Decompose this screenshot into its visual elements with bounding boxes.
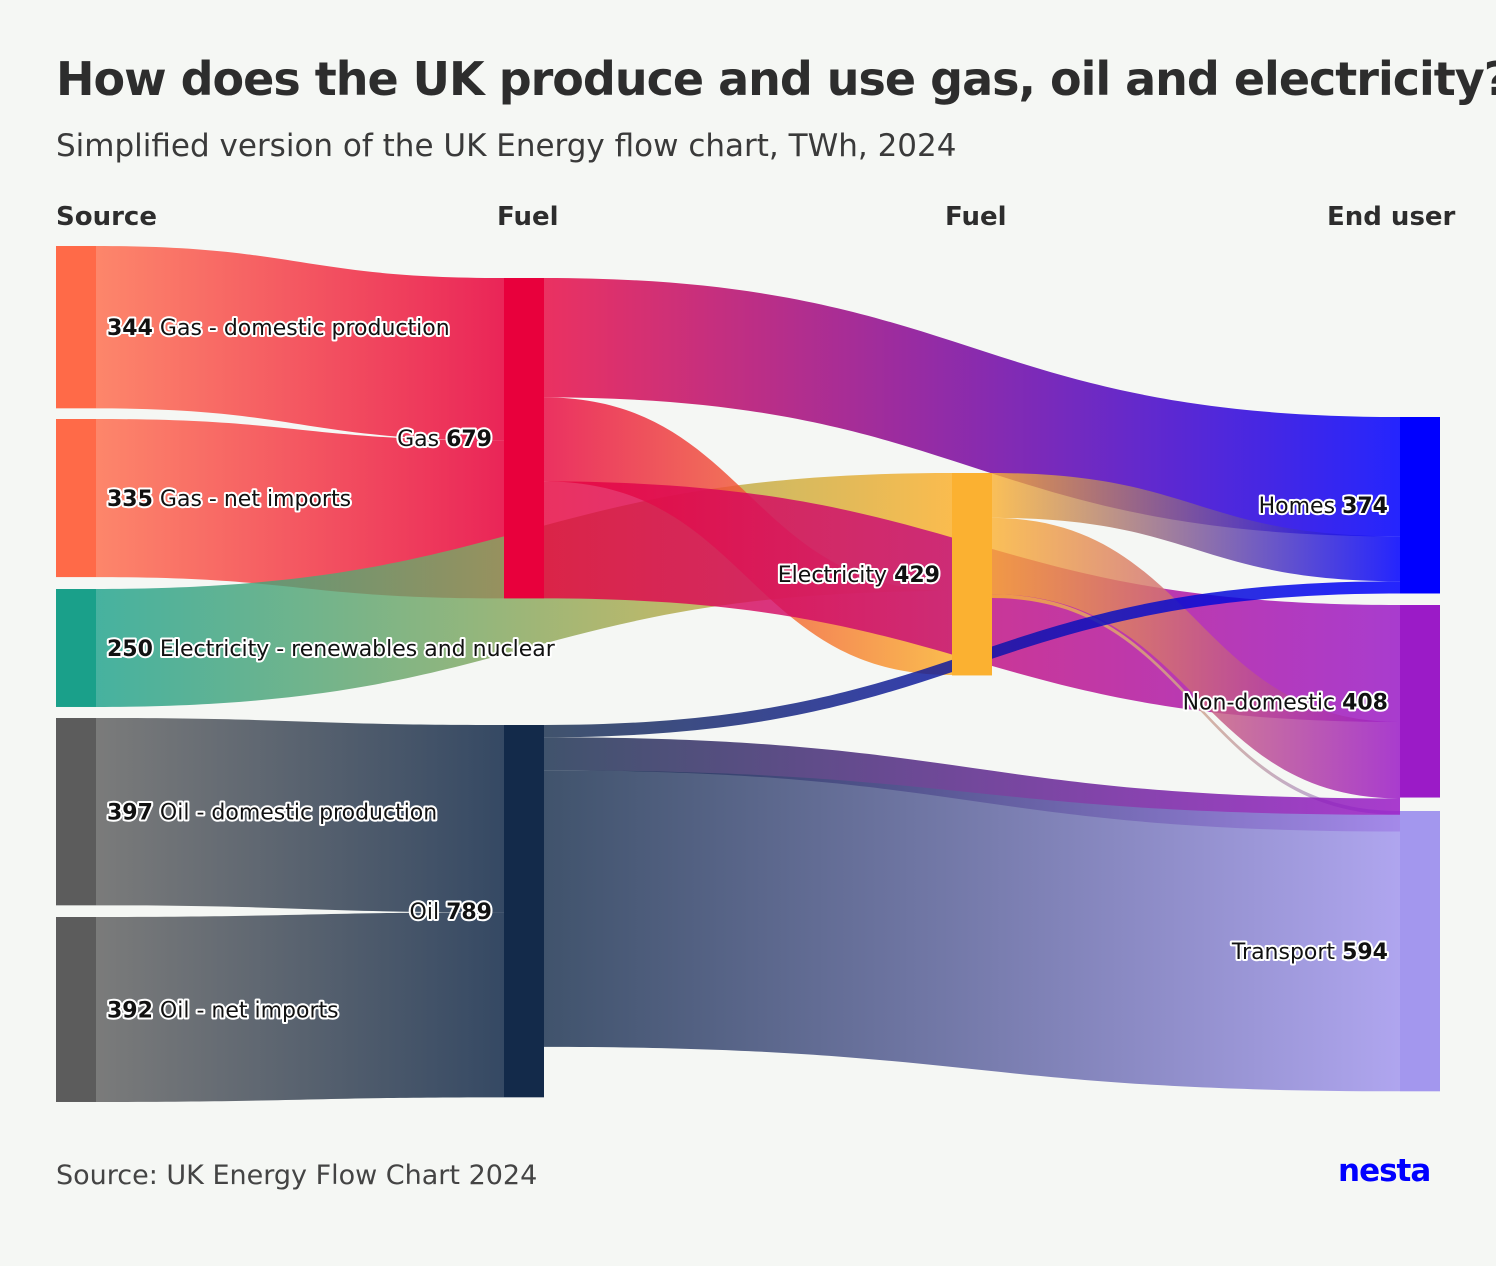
node-label-oil_dom: 397 Oil - domestic production — [107, 801, 437, 826]
node-value-gas: 679 — [446, 427, 492, 452]
node-value-gas_imp: 335 — [107, 487, 153, 512]
node-oil_imp — [56, 917, 96, 1102]
link-elec-to-homes — [992, 473, 1400, 582]
node-value-oil_dom: 397 — [107, 801, 153, 826]
node-transport — [1400, 811, 1440, 1092]
node-name-nondom: Non-domestic — [1183, 690, 1342, 715]
node-value-elec_ren: 250 — [107, 637, 153, 662]
node-oil — [504, 725, 544, 1098]
node-label-elec_ren: 250 Electricity - renewables and nuclear — [107, 637, 556, 662]
link-elec-to-nondom — [992, 517, 1400, 799]
node-value-transport: 594 — [1342, 940, 1388, 965]
node-name-gas_imp: Gas - net imports — [153, 487, 351, 512]
node-elec — [952, 473, 992, 676]
node-name-oil_dom: Oil - domestic production — [153, 801, 437, 826]
node-label-homes: Homes 374 — [1259, 494, 1388, 519]
column-heading-fuel: Fuel — [497, 202, 559, 232]
link-gas_dom-to-gas — [96, 246, 504, 441]
node-gas_imp — [56, 419, 96, 578]
node-value-homes: 374 — [1342, 494, 1388, 519]
node-label-nondom: Non-domestic 408 — [1183, 690, 1388, 715]
link-gas-to-homes — [544, 278, 1400, 537]
node-nondom — [1400, 605, 1440, 798]
node-label-transport: Transport 594 — [1231, 940, 1388, 965]
node-name-elec_ren: Electricity - renewables and nuclear — [153, 637, 556, 662]
node-label-gas_dom: 344 Gas - domestic production — [107, 316, 450, 341]
node-value-nondom: 408 — [1342, 690, 1388, 715]
link-gas_imp-to-gas — [96, 419, 504, 599]
source-note: Source: UK Energy Flow Chart 2024 — [56, 1160, 538, 1191]
column-heading-fuel-secondary: Fuel — [945, 202, 1007, 232]
column-heading-end-user: End user — [1327, 202, 1456, 232]
chart-subtitle: Simplified version of the UK Energy flow… — [56, 128, 957, 164]
node-label-elec: Electricity 429 — [778, 563, 940, 588]
node-homes — [1400, 417, 1440, 594]
node-name-oil: Oil — [410, 900, 447, 925]
node-label-oil_imp: 392 Oil - net imports — [107, 998, 339, 1023]
column-heading-source: Source — [56, 202, 157, 232]
node-name-gas_dom: Gas - domestic production — [153, 316, 450, 341]
link-oil_dom-to-oil — [96, 718, 504, 913]
link-oil_imp-to-oil — [96, 912, 504, 1102]
node-value-oil: 789 — [446, 900, 492, 925]
link-oil-to-nondom — [544, 737, 1400, 832]
node-label-gas_imp: 335 Gas - net imports — [107, 487, 351, 512]
node-name-elec: Electricity — [778, 563, 894, 588]
node-label-oil: Oil 789 — [410, 900, 492, 925]
node-oil_dom — [56, 718, 96, 906]
node-label-gas: Gas 679 — [397, 427, 492, 452]
node-name-homes: Homes — [1259, 494, 1342, 519]
node-elec_ren — [56, 589, 96, 707]
node-value-gas_dom: 344 — [107, 316, 153, 341]
node-name-transport: Transport — [1231, 940, 1342, 965]
link-oil-to-transport — [544, 770, 1400, 1092]
node-value-oil_imp: 392 — [107, 998, 153, 1023]
nesta-logo: nesta — [1338, 1153, 1431, 1189]
node-value-elec: 429 — [894, 563, 940, 588]
node-gas — [504, 278, 544, 599]
node-gas_dom — [56, 246, 96, 409]
link-elec-to-transport — [992, 594, 1400, 815]
node-name-oil_imp: Oil - net imports — [153, 998, 339, 1023]
chart-title: How does the UK produce and use gas, oil… — [56, 52, 1496, 106]
node-name-gas: Gas — [397, 427, 446, 452]
